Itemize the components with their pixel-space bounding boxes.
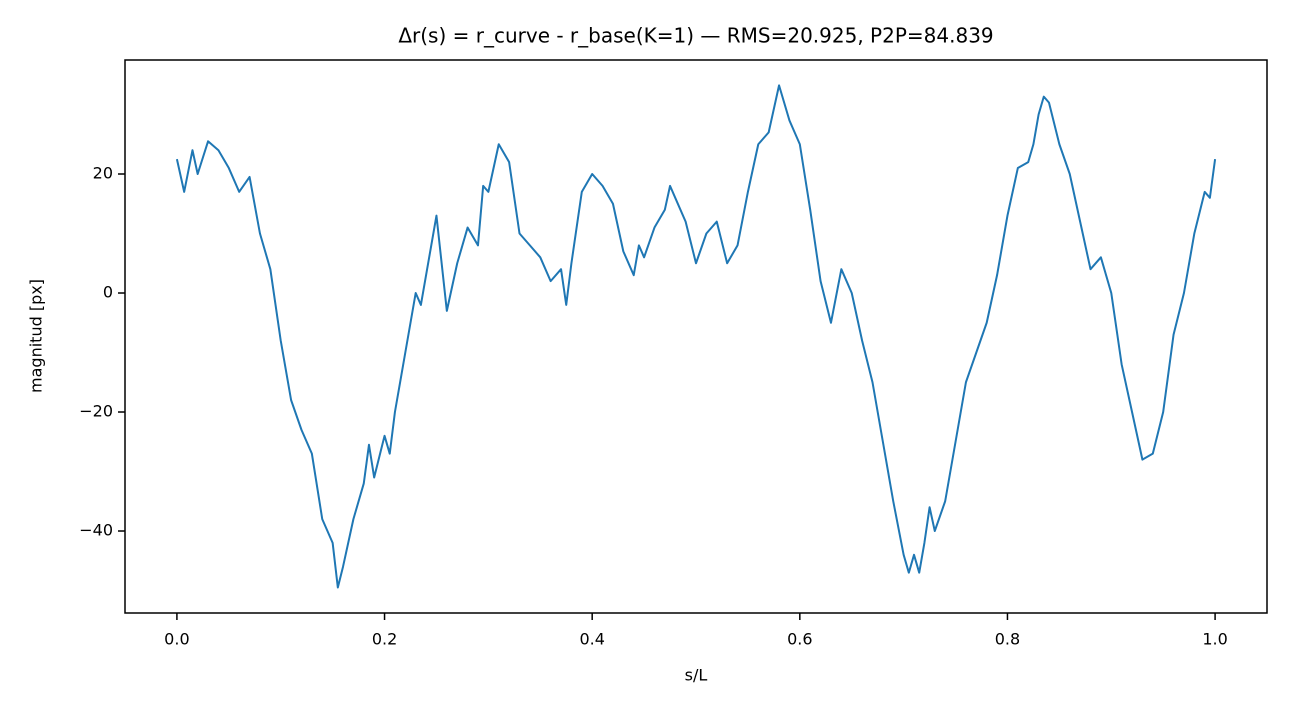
y-tick-label: 0 [103, 283, 113, 302]
x-tick-label: 1.0 [1202, 630, 1227, 649]
x-tick-label: 0.2 [372, 630, 397, 649]
y-axis-label: magnitud [px] [27, 279, 46, 393]
plot-frame [124, 59, 1268, 614]
y-tick-label: −20 [79, 402, 113, 421]
x-tick-label: 0.4 [579, 630, 604, 649]
data-line [175, 84, 1217, 589]
y-tick-label: 20 [93, 164, 113, 183]
x-axis-label: s/L [685, 666, 708, 685]
x-tick-label: 0.6 [787, 630, 812, 649]
chart-title: Δr(s) = r_curve - r_base(K=1) — RMS=20.9… [398, 24, 993, 48]
x-tick-label: 0.8 [995, 630, 1020, 649]
y-tick-label: −40 [79, 521, 113, 540]
x-tick-label: 0.0 [164, 630, 189, 649]
